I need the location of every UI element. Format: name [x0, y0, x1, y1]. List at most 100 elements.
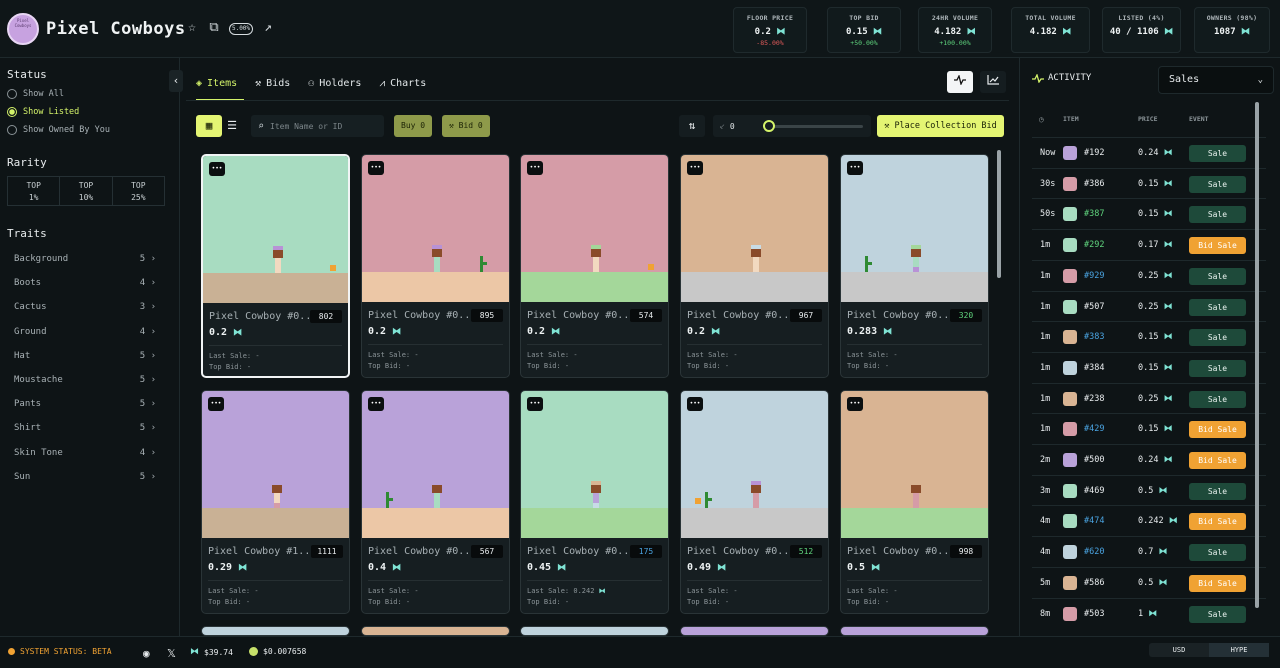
item-id[interactable]: #507: [1084, 301, 1105, 312]
buy-button[interactable]: Buy 0: [394, 115, 433, 137]
items-scroll-thumb[interactable]: [997, 150, 1001, 278]
sweep-slider[interactable]: ⸔ 0: [713, 115, 871, 137]
item-id[interactable]: #469: [1084, 485, 1105, 496]
nft-card[interactable]: ••• Pixel Cowboy #0... 802 0.2 ⧓ Last Sale: …: [201, 154, 350, 378]
item-id[interactable]: #384: [1084, 362, 1105, 373]
trait-item[interactable]: Boots 4 ›: [14, 278, 156, 288]
activity-row[interactable]: 3m #469 0.5 ⧓ Sale: [1032, 474, 1266, 506]
activity-filter-dropdown[interactable]: Sales ⌄: [1158, 66, 1274, 94]
sort-button[interactable]: ⇅: [679, 115, 705, 137]
currency-toggle[interactable]: USD HYPE: [1149, 643, 1269, 657]
more-options-icon[interactable]: •••: [687, 397, 703, 411]
x-icon[interactable]: 𝕏: [167, 647, 176, 660]
grid-view-button[interactable]: ▦: [196, 115, 222, 137]
trait-item[interactable]: Hat 5 ›: [14, 351, 156, 361]
currency-usd[interactable]: USD: [1172, 646, 1186, 654]
item-id[interactable]: #620: [1084, 547, 1105, 558]
item-id[interactable]: #383: [1084, 332, 1105, 343]
tab-holders[interactable]: ⚇ Holders: [308, 78, 361, 89]
activity-row[interactable]: 1m #429 0.15 ⧓ Bid Sale: [1032, 413, 1266, 444]
more-options-icon[interactable]: •••: [368, 397, 384, 411]
item-id[interactable]: #386: [1084, 178, 1105, 189]
rarity-option[interactable]: TOP 10%: [60, 177, 113, 205]
star-icon[interactable]: ☆: [188, 20, 196, 35]
activity-row[interactable]: 1m #292 0.17 ⧓ Bid Sale: [1032, 229, 1266, 260]
tab-items[interactable]: ◈ Items: [196, 78, 237, 89]
currency-hype[interactable]: HYPE: [1209, 643, 1269, 657]
more-options-icon[interactable]: •••: [847, 161, 863, 175]
status-option[interactable]: Show All: [7, 89, 64, 99]
collapse-sidebar-button[interactable]: ‹: [169, 70, 183, 92]
activity-row[interactable]: 1m #507 0.25 ⧓ Sale: [1032, 290, 1266, 322]
activity-row[interactable]: 2m #500 0.24 ⧓ Bid Sale: [1032, 444, 1266, 475]
copy-icon[interactable]: ⧉: [209, 20, 219, 35]
item-id[interactable]: #503: [1084, 608, 1105, 619]
nft-card-partial[interactable]: [840, 626, 989, 636]
nft-card-partial[interactable]: [361, 626, 510, 636]
search-input[interactable]: ⌕ Item Name or ID: [251, 115, 384, 137]
discord-icon[interactable]: ◉: [143, 647, 150, 660]
trait-item[interactable]: Moustache 5 ›: [14, 375, 156, 385]
activity-row[interactable]: 1m #929 0.25 ⧓ Sale: [1032, 259, 1266, 291]
nft-card-partial[interactable]: [520, 626, 669, 636]
chart-view-button[interactable]: [980, 71, 1006, 93]
rarity-option[interactable]: TOP 25%: [113, 177, 164, 205]
more-options-icon[interactable]: •••: [527, 161, 543, 175]
item-id[interactable]: #929: [1084, 270, 1105, 281]
tab-bids[interactable]: ⚒ Bids: [255, 78, 290, 89]
trait-item[interactable]: Cactus 3 ›: [14, 302, 156, 312]
more-options-icon[interactable]: •••: [209, 162, 225, 176]
activity-scrollbar[interactable]: [1255, 102, 1259, 632]
more-options-icon[interactable]: •••: [368, 161, 384, 175]
status-option[interactable]: Show Owned By You: [7, 125, 110, 135]
trait-item[interactable]: Skin Tone 4 ›: [14, 448, 156, 458]
rarity-option[interactable]: TOP 1%: [8, 177, 61, 205]
nft-card[interactable]: ••• Pixel Cowboy #0... 967 0.2 ⧓ Last Sale: …: [680, 154, 829, 378]
activity-view-button[interactable]: [947, 71, 973, 93]
nft-card[interactable]: ••• Pixel Cowboy #0... 567 0.4 ⧓ Last Sale: …: [361, 390, 510, 614]
activity-row[interactable]: 1m #384 0.15 ⧓ Sale: [1032, 351, 1266, 383]
list-view-button[interactable]: ☰: [219, 115, 245, 137]
nft-card[interactable]: ••• Pixel Cowboy #0... 574 0.2 ⧓ Last Sale: …: [520, 154, 669, 378]
trait-item[interactable]: Sun 5 ›: [14, 472, 156, 482]
status-option[interactable]: Show Listed: [7, 107, 79, 117]
trait-item[interactable]: Shirt 5 ›: [14, 423, 156, 433]
item-id[interactable]: #192: [1084, 148, 1105, 158]
activity-row[interactable]: 50s #387 0.15 ⧓ Sale: [1032, 198, 1266, 229]
item-id[interactable]: #387: [1084, 209, 1105, 220]
item-id[interactable]: #238: [1084, 393, 1105, 404]
item-id[interactable]: #500: [1084, 455, 1105, 465]
nft-card[interactable]: ••• Pixel Cowboy #0... 512 0.49 ⧓ Last Sale:…: [680, 390, 829, 614]
more-options-icon[interactable]: •••: [847, 397, 863, 411]
trait-item[interactable]: Ground 4 ›: [14, 327, 156, 337]
trait-item[interactable]: Pants 5 ›: [14, 399, 156, 409]
activity-row[interactable]: 1m #238 0.25 ⧓ Sale: [1032, 382, 1266, 414]
activity-scroll-thumb[interactable]: [1255, 102, 1259, 608]
nft-card[interactable]: ••• Pixel Cowboy #0... 998 0.5 ⧓ Last Sale: …: [840, 390, 989, 614]
activity-row[interactable]: 1m #383 0.15 ⧓ Sale: [1032, 321, 1266, 352]
activity-row[interactable]: 4m #474 0.242 ⧓ Bid Sale: [1032, 505, 1266, 536]
external-link-icon[interactable]: ↗: [264, 20, 272, 35]
tab-charts[interactable]: ⩘ Charts: [379, 78, 426, 89]
activity-row[interactable]: 5m #586 0.5 ⧓ Bid Sale: [1032, 566, 1266, 598]
more-options-icon[interactable]: •••: [208, 397, 224, 411]
bid-button[interactable]: ⚒ Bid 0: [442, 115, 490, 137]
place-collection-bid-button[interactable]: ⚒ Place Collection Bid: [877, 115, 1004, 137]
activity-row[interactable]: Now #192 0.24 ⧓ Sale: [1032, 137, 1266, 168]
sweep-track[interactable]: [769, 125, 863, 128]
sweep-knob[interactable]: [763, 120, 775, 132]
item-id[interactable]: #292: [1084, 240, 1105, 251]
activity-row[interactable]: 8m #503 1 ⧓ Sale: [1032, 597, 1266, 629]
item-id[interactable]: #474: [1084, 516, 1105, 527]
item-id[interactable]: #586: [1084, 577, 1105, 588]
nft-card[interactable]: ••• Pixel Cowboy #0... 320 0.283 ⧓ Last Sale…: [840, 154, 989, 378]
items-scrollbar[interactable]: [997, 150, 1001, 630]
nft-card[interactable]: ••• Pixel Cowboy #1... 1111 0.29 ⧓ Last Sale…: [201, 390, 350, 614]
trait-item[interactable]: Background 5 ›: [14, 254, 156, 264]
activity-row[interactable]: 30s #386 0.15 ⧓ Sale: [1032, 167, 1266, 199]
item-id[interactable]: #429: [1084, 424, 1105, 435]
nft-card[interactable]: ••• Pixel Cowboy #0... 895 0.2 ⧓ Last Sale: …: [361, 154, 510, 378]
nft-card-partial[interactable]: [201, 626, 350, 636]
more-options-icon[interactable]: •••: [527, 397, 543, 411]
more-options-icon[interactable]: •••: [687, 161, 703, 175]
